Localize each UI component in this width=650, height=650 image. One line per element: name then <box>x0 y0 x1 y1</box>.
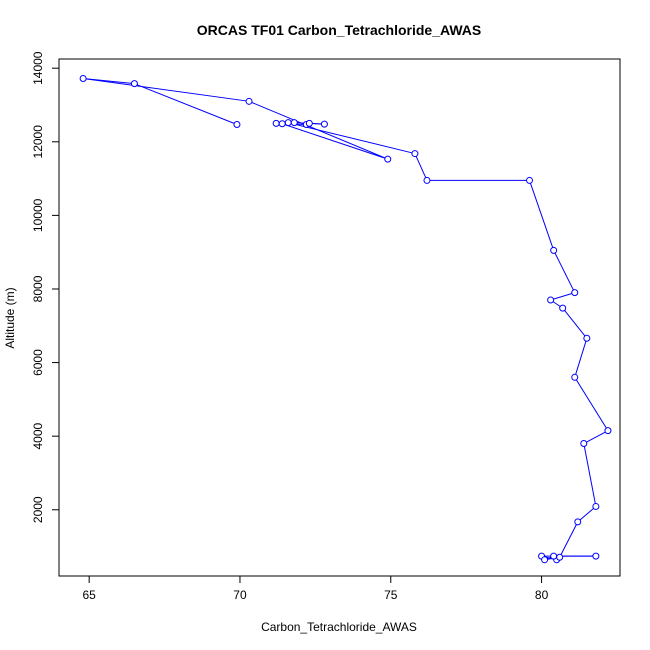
x-tick-label: 75 <box>384 588 398 602</box>
data-point <box>384 155 392 163</box>
series-line-segment <box>83 78 135 85</box>
chart-title: ORCAS TF01 Carbon_Tetrachloride_AWAS <box>197 22 481 38</box>
series-line-segment <box>559 521 579 558</box>
data-point <box>278 120 286 128</box>
series-points <box>79 75 612 564</box>
x-tick-label: 70 <box>233 588 247 602</box>
x-axis: 65 70 75 80 <box>82 575 549 602</box>
data-point <box>592 552 600 560</box>
y-tick-label: 6000 <box>31 349 45 376</box>
data-point <box>592 502 600 510</box>
series-line-segment <box>574 377 609 431</box>
y-tick-label: 10000 <box>31 198 45 232</box>
series-line-segment <box>414 153 428 181</box>
y-tick-label: 2000 <box>31 496 45 523</box>
data-point <box>411 150 419 158</box>
data-point <box>284 119 292 127</box>
plot-area-frame <box>58 58 621 577</box>
data-point <box>245 97 253 105</box>
data-point <box>556 553 564 561</box>
data-point <box>305 119 313 127</box>
data-point <box>290 119 298 127</box>
series-line-segment <box>529 180 555 251</box>
y-tick-label: 8000 <box>31 275 45 302</box>
x-axis-label: Carbon_Tetrachloride_AWAS <box>261 620 417 634</box>
data-point <box>580 440 588 448</box>
data-point <box>559 304 567 312</box>
data-point <box>130 80 138 88</box>
series-line-segment <box>583 443 597 507</box>
data-point <box>550 246 558 254</box>
y-axis-label: Altitude (m) <box>3 287 17 348</box>
data-point <box>79 75 87 83</box>
series-line-segment <box>83 78 250 102</box>
data-point <box>272 119 280 127</box>
series-line-segment <box>248 100 388 160</box>
data-point <box>526 176 534 184</box>
x-tick-label: 65 <box>82 588 96 602</box>
y-tick-label: 14000 <box>31 51 45 85</box>
data-point <box>541 556 549 564</box>
data-point <box>604 427 612 435</box>
data-point <box>574 518 582 526</box>
data-point <box>550 552 558 560</box>
series-line-segment <box>562 307 588 339</box>
series-line-segment <box>550 292 575 301</box>
data-point <box>547 296 555 304</box>
series-line-segment <box>574 338 588 378</box>
series-line-segment <box>134 83 238 125</box>
data-point <box>423 176 431 184</box>
data-point <box>583 334 591 342</box>
series-line-segment <box>583 430 609 444</box>
y-tick-label: 12000 <box>31 125 45 159</box>
data-point <box>233 120 241 128</box>
series-line-segment <box>553 250 576 293</box>
series-line-segment <box>288 122 416 155</box>
y-tick-label: 4000 <box>31 423 45 450</box>
series-line-segment <box>282 123 388 160</box>
y-axis: 2000 4000 6000 8000 10000 12000 14000 <box>31 51 60 523</box>
data-point <box>571 289 579 297</box>
series-lines <box>83 78 609 561</box>
x-tick-label: 80 <box>535 588 549 602</box>
data-point <box>320 120 328 128</box>
data-point <box>571 373 579 381</box>
series-line-segment <box>577 506 597 523</box>
